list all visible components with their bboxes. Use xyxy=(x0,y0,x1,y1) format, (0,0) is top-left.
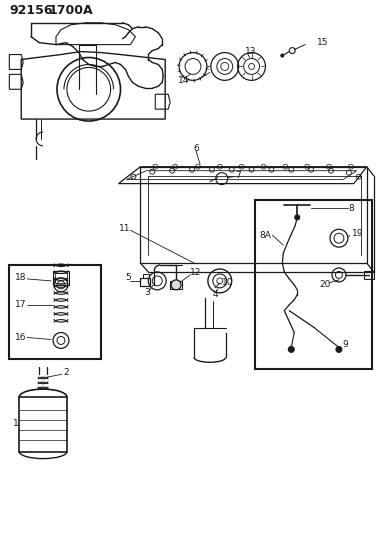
Circle shape xyxy=(281,54,284,57)
Text: 15: 15 xyxy=(317,38,328,47)
Text: 13: 13 xyxy=(244,47,256,56)
Text: 7: 7 xyxy=(236,171,241,180)
Text: 19: 19 xyxy=(352,229,363,238)
Text: 18: 18 xyxy=(15,273,27,282)
Circle shape xyxy=(336,346,342,352)
Text: 8: 8 xyxy=(349,204,355,213)
Bar xyxy=(19,397,67,451)
Text: 11: 11 xyxy=(119,224,130,233)
Bar xyxy=(55,273,67,283)
Text: 5: 5 xyxy=(126,273,131,282)
Text: 1: 1 xyxy=(13,419,19,429)
Bar xyxy=(170,281,182,289)
Text: 17: 17 xyxy=(15,300,27,309)
Text: 92156: 92156 xyxy=(9,4,53,18)
Bar xyxy=(53,271,69,285)
Bar xyxy=(141,278,150,286)
Bar xyxy=(9,265,100,359)
Text: 9: 9 xyxy=(342,340,348,349)
Bar xyxy=(364,271,374,279)
Bar xyxy=(143,274,149,278)
Text: 4: 4 xyxy=(213,290,218,300)
Text: 1700A: 1700A xyxy=(49,4,94,18)
Circle shape xyxy=(288,346,294,352)
Text: 10: 10 xyxy=(222,278,233,287)
Circle shape xyxy=(295,215,300,220)
Text: 20: 20 xyxy=(319,280,330,289)
Text: 2: 2 xyxy=(63,368,69,377)
Text: 8A: 8A xyxy=(259,231,271,240)
Text: 12: 12 xyxy=(190,269,201,278)
Text: 14: 14 xyxy=(178,76,189,85)
Text: 16: 16 xyxy=(15,333,27,342)
Circle shape xyxy=(171,280,181,290)
Text: 3: 3 xyxy=(144,288,150,297)
Bar xyxy=(254,200,372,369)
Text: 6: 6 xyxy=(193,144,199,154)
